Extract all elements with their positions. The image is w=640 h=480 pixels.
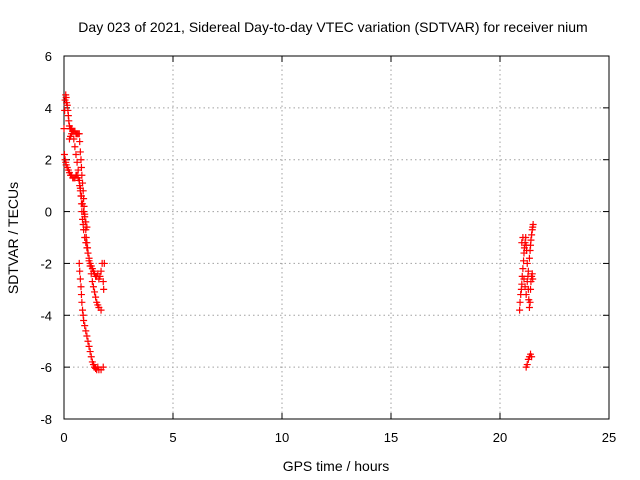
data-point [75,259,83,267]
data-point [81,322,89,330]
data-point [79,306,87,314]
data-point [86,348,94,356]
y-tick-label: -6 [40,360,52,375]
data-point [79,200,87,208]
data-point [70,135,78,143]
chart-title: Day 023 of 2021, Sidereal Day-to-day VTE… [78,19,587,35]
grid [64,56,609,419]
data-point [92,293,100,301]
data-point [60,125,68,133]
data-point [80,208,88,216]
data-point [85,254,93,262]
data-point [525,254,533,262]
data-point [518,239,526,247]
data-point [83,332,91,340]
data-point [523,361,531,369]
data-point [519,265,527,273]
data-point [527,285,535,293]
data-point [529,221,537,229]
data-point [77,156,85,164]
x-tick-label: 20 [493,430,507,445]
data-point [82,239,90,247]
data-point [524,267,532,275]
data-point [99,363,107,371]
data-point [83,223,91,231]
data-point [74,166,82,174]
data-point [76,275,84,283]
data-point [100,259,108,267]
data-point [75,130,83,138]
data-point [84,249,92,257]
y-tick-label: 4 [45,101,52,116]
y-tick-label: -4 [40,308,52,323]
data-point [525,304,533,312]
data-point [528,353,536,361]
x-axis-label: GPS time / hours [283,458,390,474]
data-point [519,234,527,241]
data-point [523,278,531,286]
data-point [71,143,79,151]
data-point [84,337,92,345]
y-tick-label: 0 [45,205,52,220]
data-point [526,298,534,306]
data-point [523,259,531,267]
data-point [89,283,97,291]
y-tick-label: -8 [40,412,52,427]
data-point [76,184,84,192]
data-point [96,272,104,280]
x-tick-label: 0 [60,430,67,445]
x-tick-label: 25 [602,430,616,445]
y-tick-label: 2 [45,153,52,168]
data-point [77,283,85,291]
data-point [63,101,71,109]
data-point [73,158,81,166]
data-point [76,267,84,275]
x-tick-label: 10 [275,430,289,445]
data-point [75,176,83,184]
data-point [85,342,93,350]
data-point [78,298,86,306]
data-point [76,148,84,156]
data-point [522,291,530,299]
data-point [77,291,85,299]
data-point [69,127,77,135]
data-point [81,234,89,241]
data-point [527,236,535,244]
data-point [516,306,524,314]
data-point [91,288,99,296]
data-point [82,218,90,226]
data-point [81,213,89,221]
x-tick-label: 15 [384,430,398,445]
data-point [528,231,536,239]
data-points [60,91,537,374]
data-point [60,151,68,159]
y-tick-label: -2 [40,256,52,271]
data-point [97,306,105,314]
data-point [77,192,85,200]
data-point [529,275,537,283]
data-point [100,285,108,293]
data-point [99,278,107,286]
data-point [97,267,105,275]
data-point [520,257,528,265]
data-point [80,316,88,324]
data-point [65,117,73,125]
x-tick-labels: 0 5 10 15 20 25 [60,430,616,445]
data-point [72,151,80,159]
y-tick-labels: -8 -6 -4 -2 0 2 4 6 [40,49,52,427]
y-tick-label: 6 [45,49,52,64]
data-point [521,283,529,291]
plot-frame [63,55,610,420]
data-point [83,244,91,252]
data-point [88,278,96,286]
y-axis-label: SDTVAR / TECUs [5,182,21,294]
x-tick-label: 5 [169,430,176,445]
data-point [516,298,524,306]
data-point [82,327,90,335]
data-point [76,138,84,146]
data-point [87,353,95,361]
